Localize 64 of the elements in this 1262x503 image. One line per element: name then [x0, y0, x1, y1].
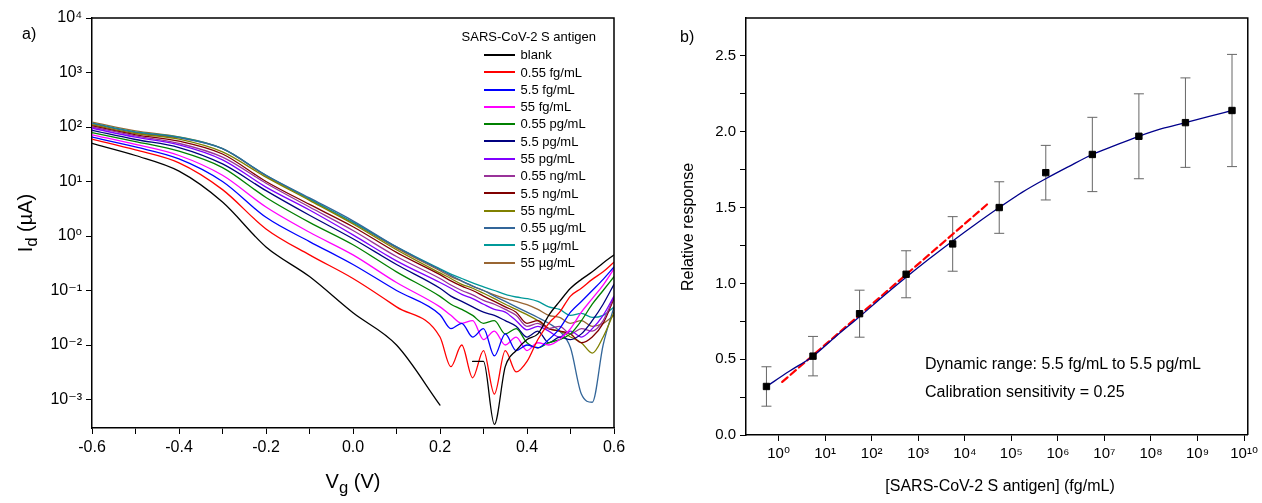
x-tick-label: 10⁶ — [1046, 444, 1070, 462]
legend-label: 5.5 µg/mL — [520, 236, 579, 254]
y-tick-label: 1.5 — [715, 197, 736, 215]
legend-label: 0.55 fg/mL — [520, 63, 583, 81]
y-tick-label: 0.5 — [715, 349, 736, 367]
annotation: Calibration sensitivity = 0.25 — [925, 383, 1125, 401]
y-tick-label: 2.0 — [715, 121, 736, 139]
x-tick-label: 0.6 — [602, 438, 626, 456]
point — [1181, 118, 1190, 127]
legend-label: 55 µg/mL — [520, 253, 576, 272]
x-tick-label: 10⁵ — [999, 444, 1023, 462]
legend-label: blank — [520, 46, 552, 64]
legend-title: SARS-CoV-2 S antigen — [461, 28, 596, 46]
x-tick-label: 10³ — [907, 444, 930, 462]
x-tick-label: 0.4 — [515, 438, 539, 456]
point — [809, 352, 817, 360]
point — [1135, 132, 1143, 140]
text: b) — [680, 28, 695, 46]
y-tick-label: 2.5 — [715, 46, 736, 64]
y-tick-label: 10⁻³ — [50, 389, 83, 407]
x-tick-label: -0.6 — [78, 438, 106, 456]
y-tick-label: 10³ — [58, 62, 83, 80]
x-tick-label: 10¹⁰ — [1230, 444, 1258, 462]
y-axis-title: Relative response — [679, 162, 697, 291]
y-tick-label: 0.0 — [715, 425, 736, 443]
legend-label: 5.5 fg/mL — [520, 80, 575, 99]
legend-label: 0.55 ng/mL — [520, 167, 586, 185]
x-tick-label: 10⁰ — [767, 444, 790, 462]
annotation: Dynamic range: 5.5 fg/mL to 5.5 pg/mL — [925, 355, 1201, 373]
point — [948, 240, 957, 248]
point — [902, 270, 910, 278]
point — [762, 382, 771, 391]
x-tick-label: -0.2 — [252, 438, 280, 456]
point — [1228, 106, 1236, 115]
legend-label: 55 pg/mL — [520, 150, 575, 168]
x-tick-label: 10² — [860, 444, 883, 462]
point — [855, 310, 864, 318]
legend-label: 0.55 pg/mL — [520, 115, 586, 133]
y-tick-label: 10⁻² — [50, 335, 83, 353]
y-tick-label: 10⁰ — [57, 226, 82, 244]
y-tick-label: 10¹ — [58, 171, 82, 189]
x-tick-label: 10⁸ — [1139, 444, 1163, 462]
y-tick-label: 10² — [58, 117, 83, 135]
x-tick-label: 0.0 — [341, 438, 365, 456]
legend-label: 55 fg/mL — [520, 98, 572, 116]
x-tick-label: 10⁴ — [953, 444, 977, 462]
point — [1088, 150, 1097, 159]
x-tick-label: 0.2 — [428, 438, 452, 456]
legend-label: 5.5 pg/mL — [520, 132, 579, 151]
point — [995, 203, 1003, 212]
legend-label: 0.55 µg/mL — [520, 219, 586, 237]
x-tick-label: 10⁹ — [1185, 444, 1210, 462]
x-tick-label: 10¹ — [814, 444, 836, 462]
y-tick-label: 10⁴ — [57, 8, 83, 26]
point — [1042, 168, 1050, 177]
y-tick-label: 1.0 — [715, 273, 736, 291]
legend-label: 5.5 ng/mL — [520, 184, 579, 202]
x-axis-title: [SARS-CoV-2 S antigen] (fg/mL) — [885, 477, 1115, 495]
x-tick-label: 10⁷ — [1093, 444, 1116, 462]
y-tick-label: 10⁻¹ — [50, 280, 82, 298]
text: a) — [22, 25, 37, 43]
legend-label: 55 ng/mL — [520, 201, 575, 220]
x-tick-label: -0.4 — [165, 438, 193, 456]
x-axis-title: V$_{g}$ (V) — [325, 470, 381, 498]
